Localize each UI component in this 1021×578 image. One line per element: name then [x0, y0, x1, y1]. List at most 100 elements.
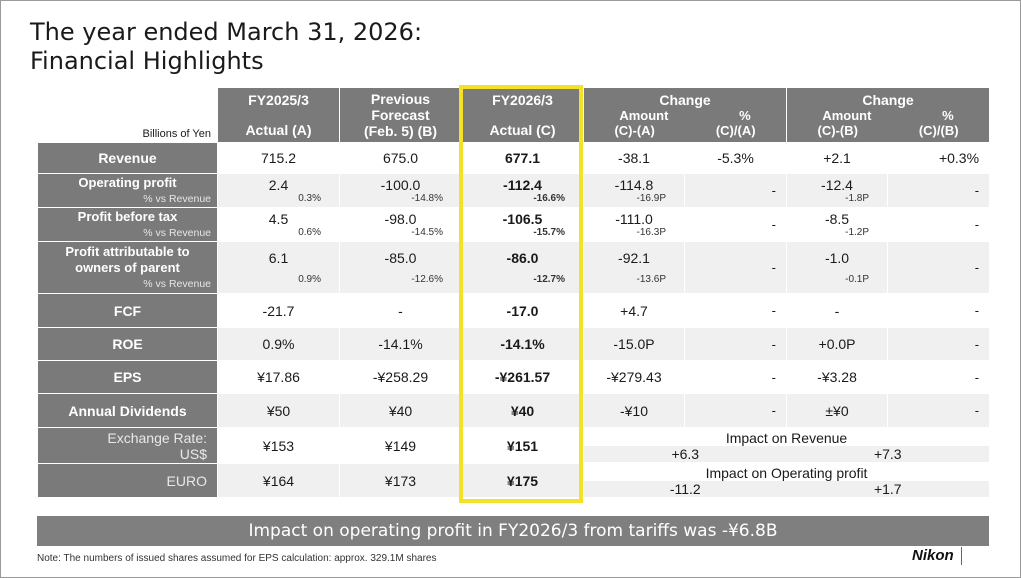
- pao-cb-pct: -: [887, 241, 991, 294]
- div-cb-pct: -: [887, 393, 991, 428]
- col-header-b: Previous Forecast (Feb. 5) (B): [339, 87, 462, 143]
- col-a-label: Actual (A): [245, 122, 312, 138]
- pbt-c-value: -106.5: [502, 211, 543, 227]
- impact-on-revenue: Impact on Revenue +6.3 +7.3: [582, 427, 991, 464]
- pbt-a-pct: 0.6%: [298, 227, 321, 238]
- change2-title: Change: [862, 92, 914, 108]
- financial-highlights-table: Billions of Yen FY2025/3 Actual (A) Prev…: [37, 87, 991, 498]
- fx-usd-b: ¥149: [339, 427, 462, 464]
- pbt-b: -98.0 -14.5%: [339, 207, 462, 242]
- fx-usd-label: Exchange Rate: US$: [37, 427, 218, 464]
- eps-a: ¥17.86: [217, 360, 340, 394]
- op-ca-value: -114.8: [614, 177, 654, 193]
- row-label-roe: ROE: [37, 327, 218, 361]
- table-row-fcf: FCF -21.7 - -17.0 +4.7 - - -: [37, 293, 991, 328]
- change1-pct-formula: (C)/(A): [715, 123, 756, 138]
- pbt-ca-value: -111.0: [615, 211, 653, 227]
- change2-amount-formula: (C)-(B): [817, 123, 858, 138]
- eps-cb: -¥3.28: [786, 360, 889, 394]
- table-row-fx-euro: EURO ¥164 ¥173 ¥175 Impact on Operating …: [37, 463, 991, 498]
- revenue-b: 675.0: [339, 142, 462, 174]
- row-label-profit-before-tax: Profit before tax % vs Revenue: [37, 207, 218, 242]
- revenue-c: 677.1: [461, 142, 584, 174]
- pbt-ca: -111.0 -16.3P: [583, 207, 685, 242]
- nikon-logo: Nikon: [912, 547, 954, 564]
- col-header-change-cb: Change Amount % (C)-(B) (C)/(B): [786, 87, 991, 143]
- operating-profit-pvr-label: % vs Revenue: [143, 192, 211, 205]
- units-label: Billions of Yen: [37, 87, 218, 143]
- impact-op-cb: +1.7: [873, 480, 902, 497]
- op-b-value: -100.0: [380, 177, 421, 193]
- roe-ca: -15.0P: [583, 327, 685, 361]
- header-row: Billions of Yen FY2025/3 Actual (A) Prev…: [37, 87, 991, 143]
- pbt-cb-pct: -: [887, 207, 991, 242]
- pbt-pvr-label: % vs Revenue: [143, 226, 211, 239]
- op-cb-pct: -: [887, 173, 991, 208]
- pao-ca-points: -13.6P: [636, 274, 666, 285]
- pbt-c: -106.5 -15.7%: [461, 207, 584, 242]
- impact-revenue-label: Impact on Revenue: [584, 429, 990, 446]
- change1-title: Change: [659, 92, 711, 108]
- eps-ca-pct: -: [683, 360, 788, 394]
- col-b-line3: (Feb. 5) (B): [363, 123, 438, 139]
- table-row-profit-attributable: Profit attributable to owners of parent …: [37, 241, 991, 294]
- div-cb: ±¥0: [786, 393, 889, 428]
- pao-a-pct: 0.9%: [298, 274, 321, 285]
- pbt-b-value: -98.0: [384, 211, 417, 227]
- pbt-c-pct: -15.7%: [533, 227, 565, 238]
- fx-exchange-rate-label: Exchange Rate:: [107, 429, 207, 446]
- op-b: -100.0 -14.8%: [339, 173, 462, 208]
- col-a-period: FY2025/3: [248, 92, 309, 108]
- fcf-ca: +4.7: [583, 293, 685, 328]
- fx-euro-b: ¥173: [339, 463, 462, 498]
- change2-pct-label: %: [942, 108, 954, 123]
- op-c: -112.4 -16.6%: [461, 173, 584, 208]
- title-line-2: Financial Highlights: [30, 47, 264, 75]
- impact-on-operating-profit: Impact on Operating profit -11.2 +1.7: [582, 463, 991, 498]
- impact-op-ca: -11.2: [669, 480, 701, 497]
- revenue-ca-pct: -5.3%: [683, 142, 788, 174]
- op-ca: -114.8 -16.9P: [583, 173, 685, 208]
- table-row-operating-profit: Operating profit % vs Revenue 2.4 0.3% -1…: [37, 173, 991, 208]
- fcf-a: -21.7: [217, 293, 340, 328]
- revenue-ca: -38.1: [583, 142, 685, 174]
- change2-amount-label: Amount: [822, 108, 872, 123]
- div-b: ¥40: [339, 393, 462, 428]
- pbt-b-pct: -14.5%: [411, 227, 443, 238]
- pao-c: -86.0 -12.7%: [461, 241, 584, 294]
- op-a-pct: 0.3%: [298, 193, 321, 204]
- div-a: ¥50: [217, 393, 340, 428]
- revenue-a: 715.2: [217, 142, 340, 174]
- eps-b: -¥258.29: [339, 360, 462, 394]
- op-cb-points: -1.8P: [845, 193, 870, 204]
- pbt-a: 4.5 0.6%: [217, 207, 340, 242]
- fcf-cb: -: [786, 293, 889, 328]
- pbt-ca-pct: -: [683, 207, 788, 242]
- op-a-value: 2.4: [268, 177, 289, 193]
- pao-ca-value: -92.1: [618, 250, 650, 266]
- impact-revenue-cb: +7.3: [873, 445, 902, 462]
- fx-euro-c: ¥175: [461, 463, 584, 498]
- impact-op-label: Impact on Operating profit: [584, 464, 990, 481]
- table-row-annual-dividends: Annual Dividends ¥50 ¥40 ¥40 -¥10 - ±¥0 …: [37, 393, 991, 428]
- fx-euro-label: EURO: [37, 463, 218, 498]
- op-b-pct: -14.8%: [411, 193, 443, 204]
- col-c-period: FY2026/3: [492, 92, 553, 108]
- pao-c-value: -86.0: [506, 250, 539, 266]
- pao-a: 6.1 0.9%: [217, 241, 340, 294]
- col-header-change-ca: Change Amount % (C)-(A) (C)/(A): [582, 87, 788, 143]
- pbt-cb: -8.5 -1.2P: [786, 207, 889, 242]
- col-header-c: FY2026/3 Actual (C): [461, 87, 584, 143]
- op-ca-pct: -: [683, 173, 788, 208]
- pao-ca: -92.1 -13.6P: [583, 241, 685, 294]
- div-ca-pct: -: [683, 393, 788, 428]
- fcf-b: -: [339, 293, 462, 328]
- pbt-cb-value: -8.5: [824, 211, 850, 227]
- change2-pct-formula: (C)/(B): [918, 123, 959, 138]
- row-label-fcf: FCF: [37, 293, 218, 328]
- impact-revenue-ca: +6.3: [671, 445, 700, 462]
- row-label-revenue: Revenue: [37, 142, 218, 174]
- pao-b-pct: -12.6%: [411, 274, 443, 285]
- eps-ca: -¥279.43: [583, 360, 685, 394]
